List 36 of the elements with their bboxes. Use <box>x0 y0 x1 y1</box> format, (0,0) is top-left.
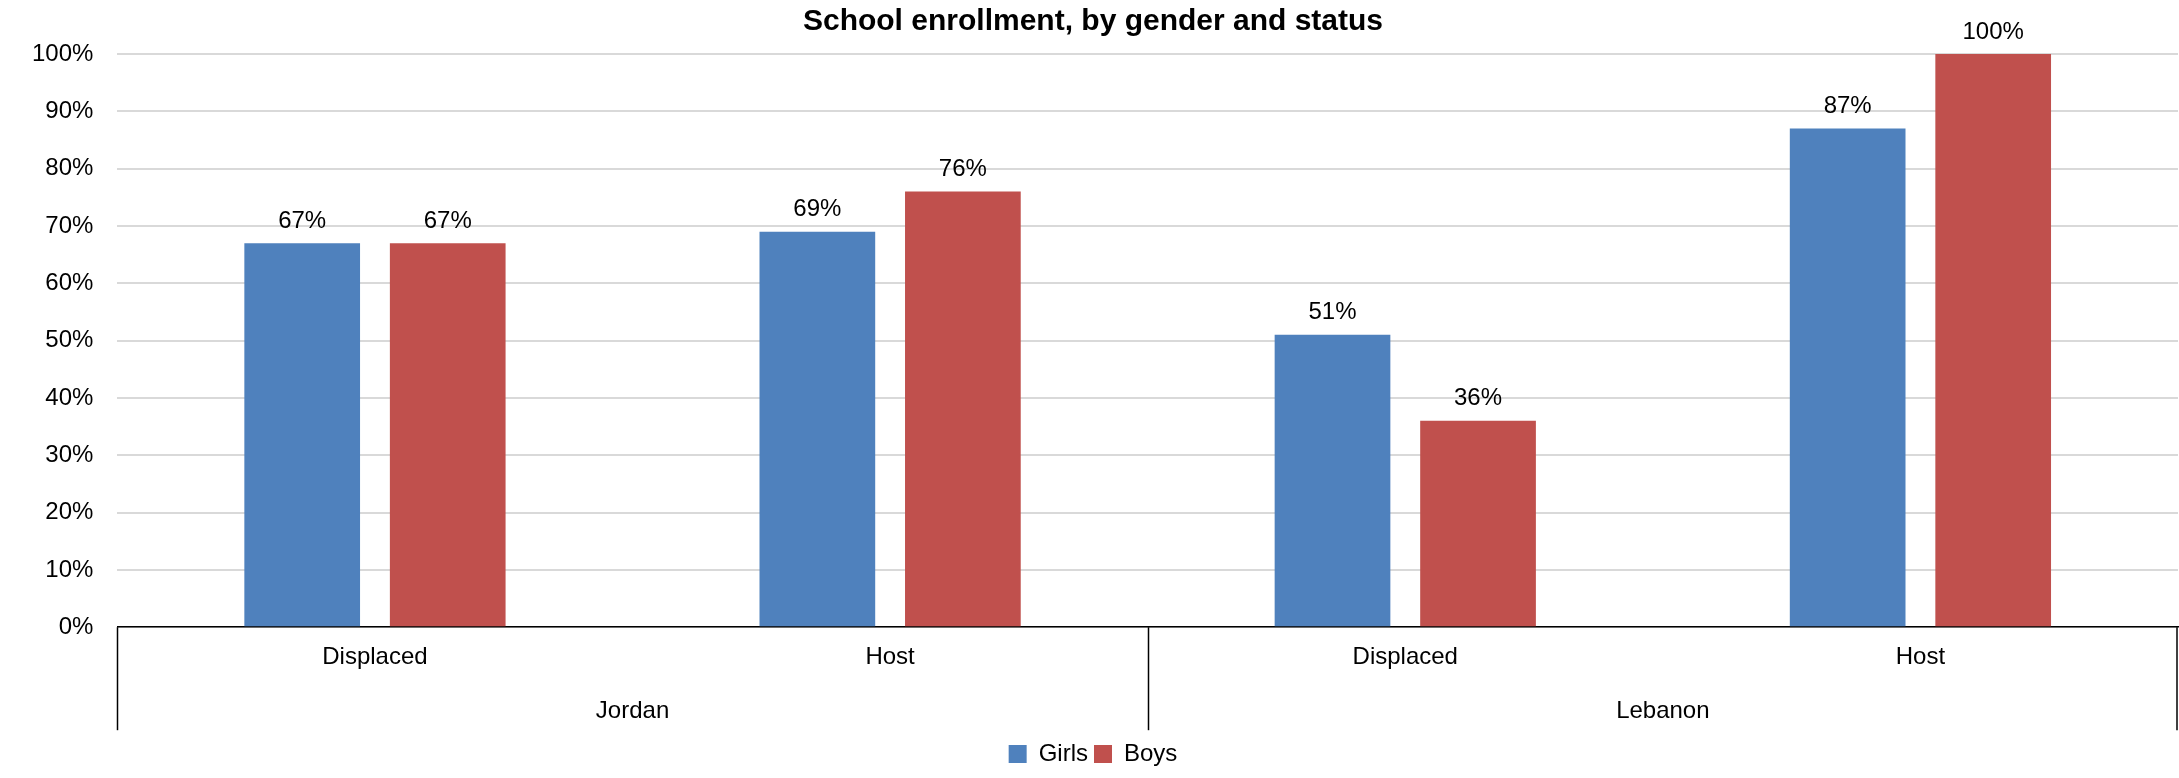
y-tick-label: 100% <box>31 38 94 66</box>
text: Lebanon <box>1616 695 1710 723</box>
bar <box>244 243 361 627</box>
bar <box>389 243 506 627</box>
y-tick-label: 80% <box>45 153 94 181</box>
legend-label: Boys <box>1123 738 1178 766</box>
bar <box>905 191 1021 627</box>
y-tick-label: 0% <box>58 611 94 639</box>
text: Jordan <box>595 695 670 723</box>
x-tick-label: Displaced <box>322 642 428 670</box>
y-tick-label: 90% <box>45 95 94 123</box>
legend-label: Girls <box>1038 738 1088 766</box>
y-tick-label: 70% <box>45 210 94 238</box>
bar <box>1420 420 1536 627</box>
bar <box>1935 54 2052 627</box>
y-tick-label: 30% <box>45 439 94 467</box>
data-label: 36% <box>1454 383 1503 411</box>
y-tick-label: 20% <box>45 497 94 525</box>
bar <box>759 231 876 627</box>
y-tick-label: 60% <box>45 267 94 295</box>
chart-title: School enrollment, by gender and status <box>802 3 1384 37</box>
data-label: 51% <box>1308 297 1357 325</box>
y-tick-label: 40% <box>45 382 94 410</box>
x-tick-label: Host <box>865 642 916 670</box>
data-label: 100% <box>1962 16 2024 44</box>
x-tick-label: Displaced <box>1352 642 1458 670</box>
data-label: 67% <box>423 205 472 233</box>
data-label: 69% <box>793 194 842 222</box>
data-label: 67% <box>278 205 327 233</box>
y-tick-label: 50% <box>45 325 94 353</box>
bar <box>1789 128 1906 627</box>
bar <box>1274 334 1391 627</box>
y-tick-label: 10% <box>45 554 94 582</box>
data-label: 87% <box>1823 91 1872 119</box>
data-label: 76% <box>938 154 987 182</box>
x-tick-label: Host <box>1895 642 1946 670</box>
